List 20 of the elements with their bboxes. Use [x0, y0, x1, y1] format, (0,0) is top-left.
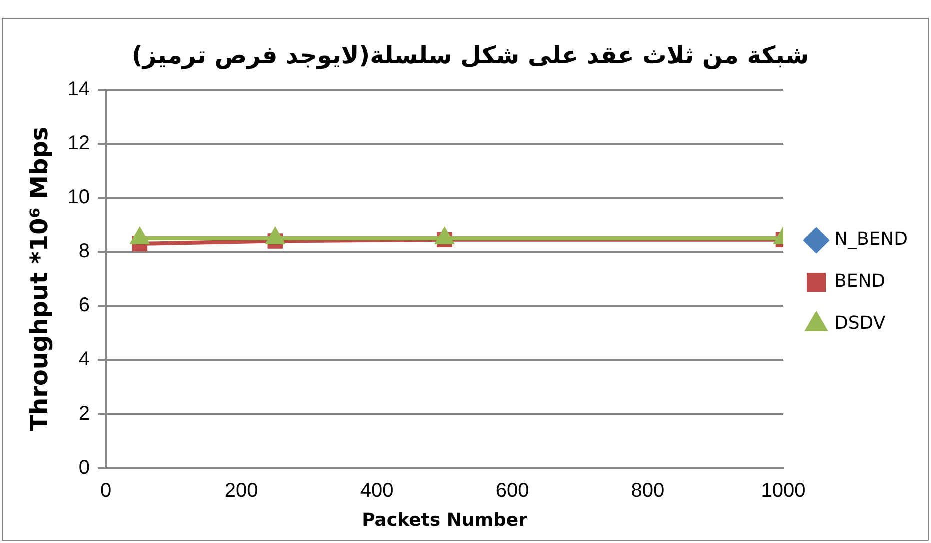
chart-title: شبكة من ثلاث عقد على شكل سلسلة(لايوجد فرص ترميز) [132, 42, 810, 70]
y-tick-label: 10 [68, 186, 90, 208]
y-tick-label: 2 [78, 402, 90, 425]
legend-label: BEND [834, 271, 886, 292]
y-tick-label: 6 [78, 294, 90, 317]
x-tick-label: 200 [224, 480, 258, 502]
y-tick-label: 14 [68, 78, 90, 100]
x-axis-title: Packets Number [362, 510, 528, 531]
x-tick-label: 800 [631, 480, 665, 502]
y-tick-label: 4 [78, 348, 90, 371]
y-tick-label: 0 [78, 456, 90, 479]
x-tick-label: 600 [496, 480, 530, 502]
x-tick-label: 1000 [761, 480, 806, 502]
legend-label: N_BEND [834, 229, 908, 250]
x-tick-label: 400 [360, 480, 394, 502]
legend-label: DSDV [834, 313, 886, 334]
y-axis-title: Throughput *10⁶ Mbps [26, 126, 54, 432]
y-tick-label: 12 [68, 132, 90, 154]
x-tick-label: 0 [100, 480, 112, 502]
y-tick-label: 8 [78, 240, 90, 263]
